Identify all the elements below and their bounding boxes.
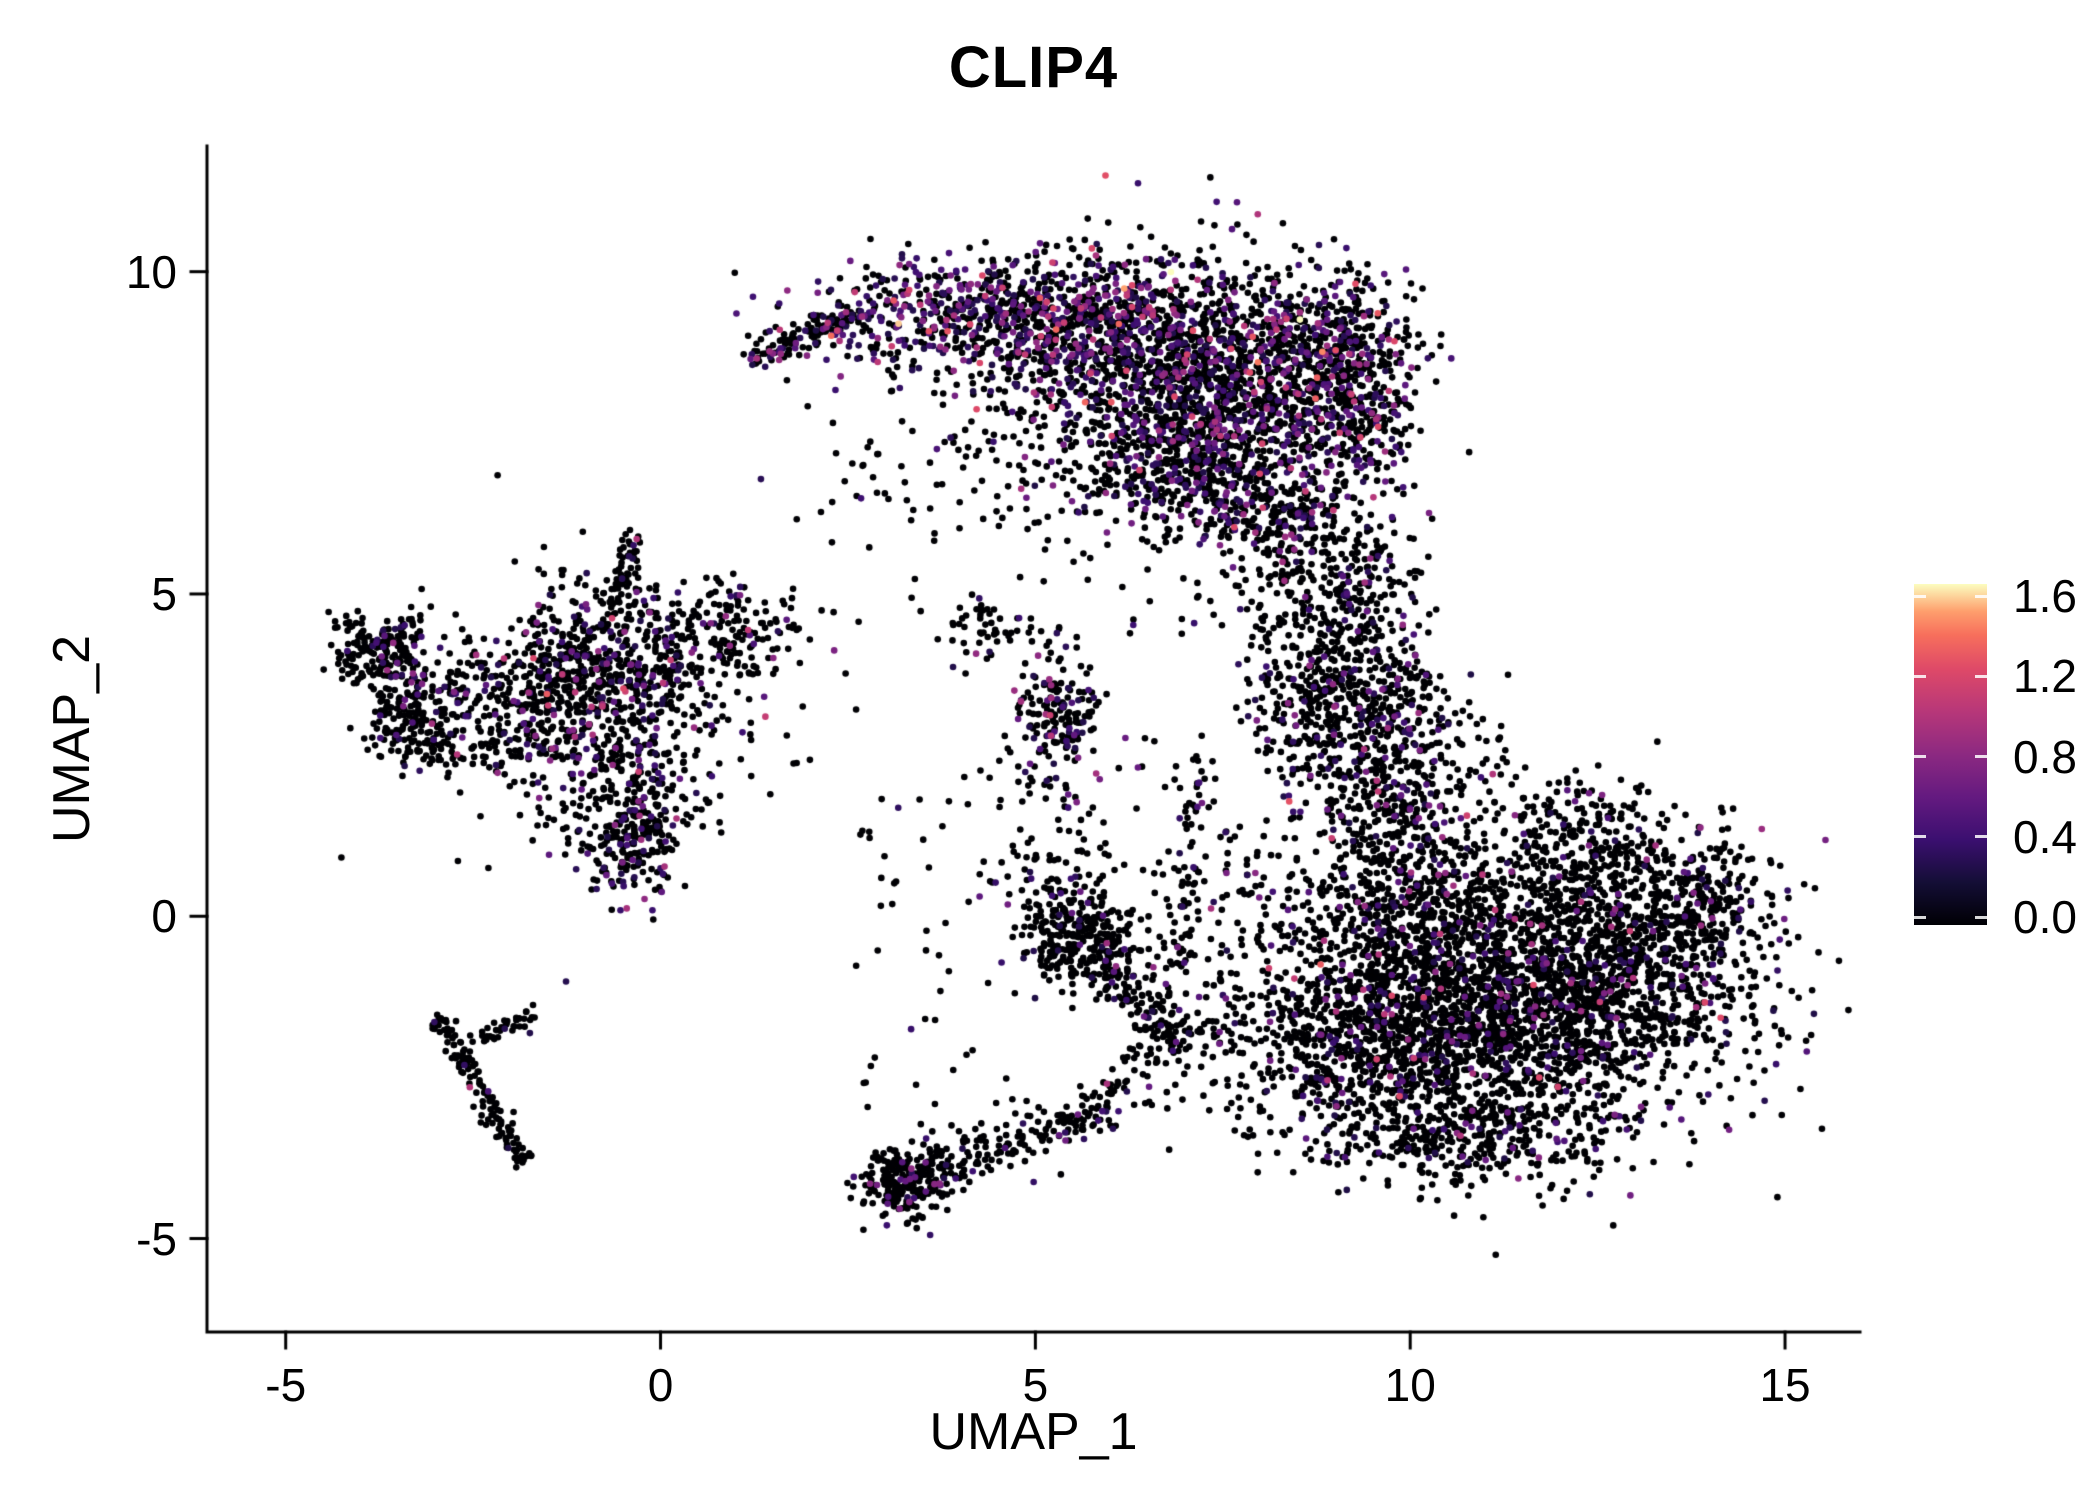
y-tick-label: 5: [151, 567, 177, 620]
colorbar-tick-label: 0.8: [2013, 730, 2077, 783]
colorbar-tick-label: 1.2: [2013, 650, 2077, 703]
colorbar-tick-label: 0.4: [2013, 810, 2077, 863]
colorbar-tick-mark: [1914, 835, 1926, 839]
x-axis-label: UMAP_1: [929, 1403, 1138, 1461]
x-tick-label: 0: [647, 1359, 674, 1411]
colorbar-tick-mark: [1914, 674, 1926, 678]
colorbar-gradient: [1914, 584, 1987, 925]
y-tick-label: 0: [151, 890, 177, 943]
x-tick-label: 5: [1022, 1359, 1049, 1411]
x-tick-label: -5: [265, 1359, 307, 1411]
colorbar-tick-mark: [1914, 915, 1926, 919]
chart-title: CLIP4: [948, 35, 1119, 100]
x-tick-label: 10: [1384, 1359, 1436, 1411]
colorbar-tick-mark: [1914, 755, 1926, 758]
colorbar-tick-mark: [1914, 594, 1926, 598]
colorbar-tick-mark: [1975, 915, 1987, 919]
colorbar-tick-label: 0.0: [2013, 891, 2077, 943]
y-axis-label: UMAP_2: [43, 634, 101, 844]
x-tick-label: 15: [1759, 1359, 1811, 1411]
colorbar-tick-mark: [1975, 674, 1987, 678]
y-tick-label: 10: [125, 245, 177, 298]
colorbar-tick-mark: [1975, 755, 1987, 758]
colorbar-tick-mark: [1975, 835, 1987, 839]
y-tick-label: -5: [136, 1212, 177, 1265]
colorbar-tick-mark: [1975, 594, 1987, 598]
colorbar-tick-label: 1.6: [2013, 570, 2077, 622]
